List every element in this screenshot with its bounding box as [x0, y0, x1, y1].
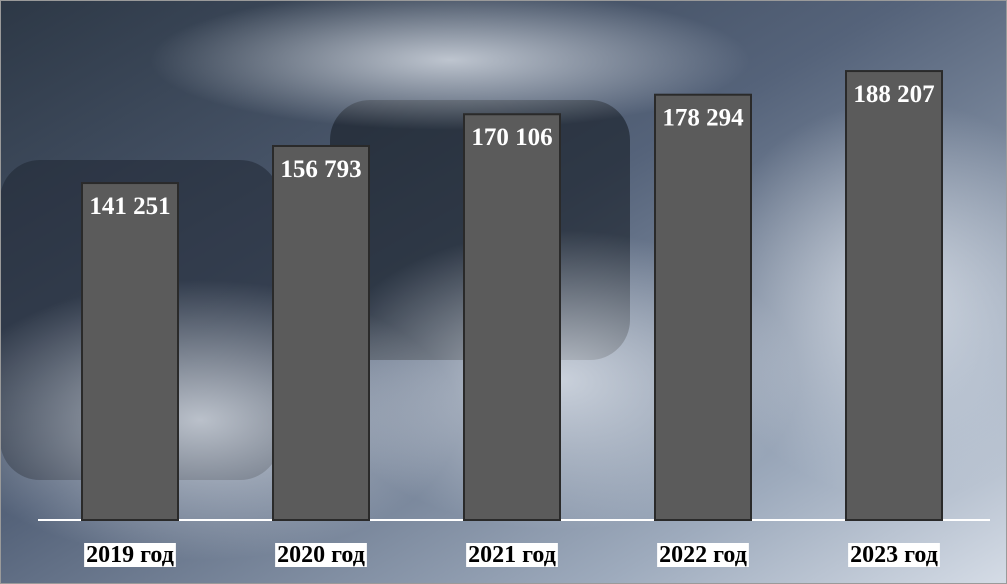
bar — [273, 146, 369, 520]
chart: 141 251 2019 год 156 793 2020 год 170 106 202… — [0, 0, 1007, 584]
value-label: 188 207 — [853, 81, 934, 108]
page: {"chart_data": {"type": "bar", "categori… — [0, 0, 1007, 584]
bar — [655, 95, 751, 520]
value-label: 141 251 — [89, 193, 170, 220]
x-tick-label: 2021 год — [468, 542, 556, 568]
x-tick-label: 2022 год — [659, 542, 747, 568]
bar — [846, 71, 942, 520]
x-tick-label: 2019 год — [86, 542, 174, 568]
x-tick-label: 2023 год — [850, 542, 938, 568]
value-label: 178 294 — [662, 105, 744, 132]
x-tick-label: 2020 год — [277, 542, 365, 568]
value-label: 170 106 — [471, 124, 552, 151]
bar — [82, 183, 178, 520]
value-label: 156 793 — [280, 156, 361, 183]
bar — [464, 114, 560, 520]
